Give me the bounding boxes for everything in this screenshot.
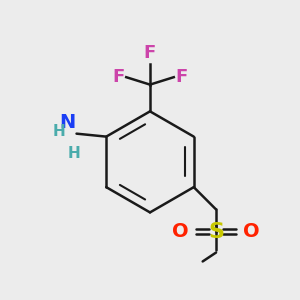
Text: O: O: [243, 222, 260, 241]
Text: H: H: [67, 146, 80, 160]
Text: F: F: [144, 44, 156, 62]
Text: F: F: [175, 68, 188, 86]
Text: O: O: [172, 222, 189, 241]
Text: S: S: [208, 222, 224, 242]
Text: N: N: [59, 113, 75, 132]
Text: F: F: [112, 68, 125, 86]
Text: H: H: [53, 124, 65, 139]
